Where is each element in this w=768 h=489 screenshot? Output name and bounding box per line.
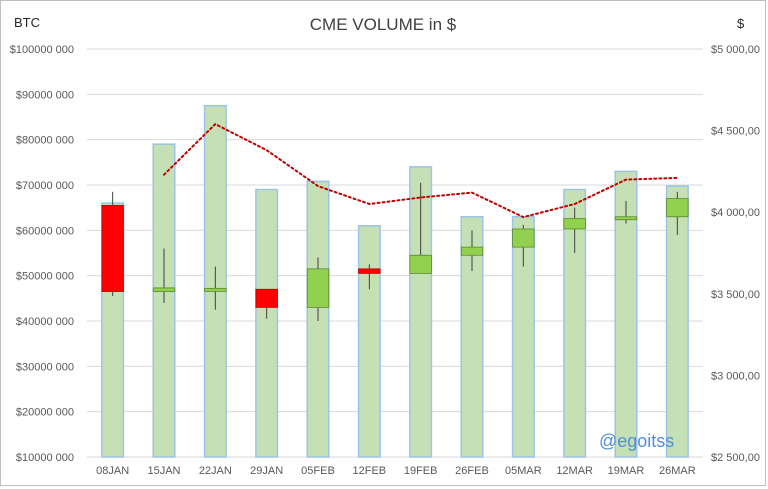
category-label: 15JAN [147, 465, 180, 477]
category-label: 19FEB [404, 465, 438, 477]
left-tick-label: $40000 000 [16, 316, 74, 328]
watermark: @egoitss [599, 431, 674, 451]
right-tick-label: $4 500,00 [711, 126, 760, 138]
category-label: 29JAN [250, 465, 283, 477]
category-label: 22JAN [199, 465, 232, 477]
volume-bar [460, 215, 484, 458]
price-line [163, 122, 679, 219]
right-tick-label: $3 000,00 [711, 370, 760, 382]
gridlines [87, 48, 703, 458]
axes: $10000 000 $20000 000 $30000 000 $40000 000… [10, 44, 760, 477]
candle-body [255, 288, 278, 308]
candle-body [563, 218, 586, 230]
left-tick-label: $100000 000 [10, 44, 74, 56]
category-label: 05FEB [301, 465, 335, 477]
candle-body [204, 287, 227, 292]
category-label: 26MAR [659, 465, 696, 477]
left-tick-label: $60000 000 [16, 225, 74, 237]
category-label: 05MAR [505, 465, 542, 477]
left-tick-label: $80000 000 [16, 135, 74, 147]
candle-body [460, 246, 484, 256]
category-label: 19MAR [608, 465, 645, 477]
left-tick-label: $30000 000 [16, 361, 74, 373]
volume-bar [563, 188, 587, 458]
candle-body [306, 268, 330, 308]
volume-bar [409, 166, 433, 458]
candle-body [152, 287, 176, 292]
category-label: 12MAR [556, 465, 593, 477]
volume-bar [255, 188, 279, 458]
category-label: 12FEB [353, 465, 387, 477]
right-axis-label: $ [737, 16, 745, 31]
category-label: 08JAN [96, 465, 129, 477]
volume-bar [614, 170, 638, 458]
left-tick-label: $20000 000 [16, 407, 74, 419]
right-tick-label: $5 000,00 [711, 44, 760, 56]
left-tick-label: $50000 000 [16, 271, 74, 283]
left-axis-label: BTC [14, 15, 40, 30]
volume-bars [101, 104, 689, 458]
right-tick-label: $4 000,00 [711, 207, 760, 219]
chart-title: CME VOLUME in $ [310, 15, 457, 34]
candle-body [666, 198, 689, 218]
price-line-path [163, 122, 679, 219]
left-tick-label: $10000 000 [16, 452, 74, 464]
left-tick-label: $70000 000 [16, 180, 74, 192]
candle-body [358, 268, 381, 274]
candle-body [614, 216, 638, 221]
right-tick-label: $3 500,00 [711, 289, 760, 301]
volume-bar [665, 185, 689, 458]
candle-body [512, 228, 535, 248]
candle-body [101, 204, 124, 292]
price-candles [101, 182, 689, 321]
left-tick-label: $90000 000 [16, 89, 74, 101]
candle-body [409, 254, 432, 274]
volume-bar [357, 225, 381, 458]
right-tick-label: $2 500,00 [711, 452, 760, 464]
category-label: 26FEB [455, 465, 489, 477]
